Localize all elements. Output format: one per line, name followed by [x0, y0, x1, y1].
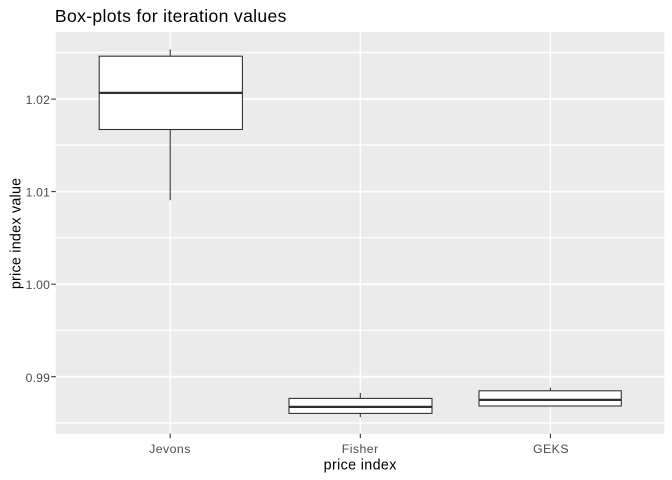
svg-text:Box-plots for iteration values: Box-plots for iteration values	[55, 6, 287, 26]
svg-text:price index: price index	[324, 458, 397, 474]
svg-text:GEKS: GEKS	[533, 442, 569, 456]
svg-text:Fisher: Fisher	[342, 442, 379, 456]
svg-text:Jevons: Jevons	[149, 442, 191, 456]
svg-text:price index value: price index value	[9, 178, 25, 290]
svg-text:1.02: 1.02	[26, 93, 50, 107]
svg-text:1.00: 1.00	[26, 278, 50, 292]
svg-text:0.99: 0.99	[26, 371, 50, 385]
svg-text:1.01: 1.01	[26, 185, 50, 199]
